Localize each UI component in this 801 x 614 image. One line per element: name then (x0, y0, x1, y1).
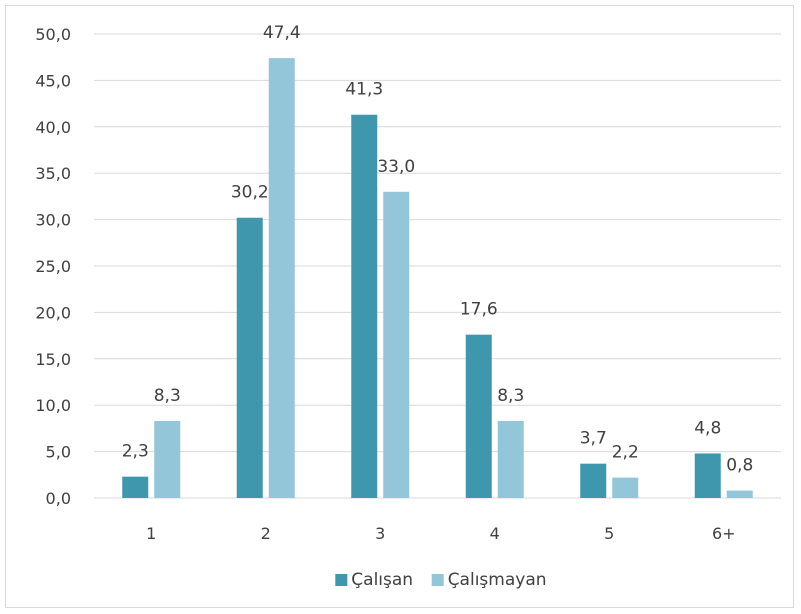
legend-swatch (335, 574, 348, 586)
x-tick-label: 2 (261, 524, 271, 543)
y-tick-label: 10,0 (35, 396, 71, 415)
data-label: 17,6 (460, 300, 498, 320)
data-label: 4,8 (694, 418, 721, 438)
data-label: 8,3 (497, 386, 524, 406)
bar (268, 58, 295, 499)
bar-chart: 0,05,010,015,020,025,030,035,040,045,050… (35, 23, 781, 590)
bar (580, 463, 607, 498)
data-label: 8,3 (154, 386, 181, 406)
gridlines (94, 33, 781, 499)
bar (122, 476, 149, 498)
y-tick-label: 45,0 (35, 71, 71, 90)
bar (497, 420, 524, 498)
y-tick-label: 25,0 (35, 257, 71, 276)
legend-swatch (431, 574, 444, 586)
data-label: 33,0 (377, 157, 415, 177)
x-tick-label: 3 (375, 524, 385, 543)
bar (694, 453, 721, 498)
x-tick-label: 6+ (712, 524, 736, 543)
data-label: 3,7 (580, 429, 607, 449)
x-tick-label: 5 (604, 524, 614, 543)
data-label: 47,4 (263, 23, 301, 43)
bar (236, 217, 263, 498)
x-axis-tick-labels: 1 2 3 4 5 6+ (146, 524, 735, 543)
bar (383, 191, 410, 498)
bar (612, 477, 639, 498)
y-tick-label: 30,0 (35, 211, 71, 230)
bar (465, 334, 492, 498)
y-tick-label: 35,0 (35, 164, 71, 183)
legend-label: Çalışan (351, 570, 413, 590)
data-label: 2,2 (612, 443, 639, 463)
data-label: 2,3 (122, 442, 149, 462)
bar (726, 490, 753, 498)
y-tick-label: 40,0 (35, 118, 71, 137)
legend: Çalışan Çalışmayan (335, 570, 547, 590)
y-tick-label: 50,0 (35, 25, 71, 44)
y-tick-label: 15,0 (35, 350, 71, 369)
data-label: 41,3 (345, 80, 383, 100)
y-tick-label: 20,0 (35, 303, 71, 322)
y-tick-label: 5,0 (46, 443, 71, 462)
y-axis-tick-labels: 0,0 5,0 10,0 15,0 20,0 25,0 30,0 35,0 40,0 45,0 50… (35, 25, 71, 508)
legend-label: Çalışmayan (448, 570, 547, 590)
bars (122, 58, 753, 499)
x-tick-label: 1 (146, 524, 156, 543)
chart-frame: 0,0 5,0 10,0 15,0 20,0 25,0 30,0 35,0 40,0 45,0 50… (5, 5, 794, 608)
bar (154, 420, 181, 498)
data-label: 30,2 (231, 183, 269, 203)
y-tick-label: 0,0 (46, 489, 71, 508)
data-label: 0,8 (726, 456, 753, 476)
data-labels: 2,3 8,3 30,2 47,4 41,3 33,0 17,6 8,3 3,72,2 4,80,… (122, 23, 754, 475)
bar (351, 114, 378, 499)
x-tick-label: 4 (490, 524, 500, 543)
